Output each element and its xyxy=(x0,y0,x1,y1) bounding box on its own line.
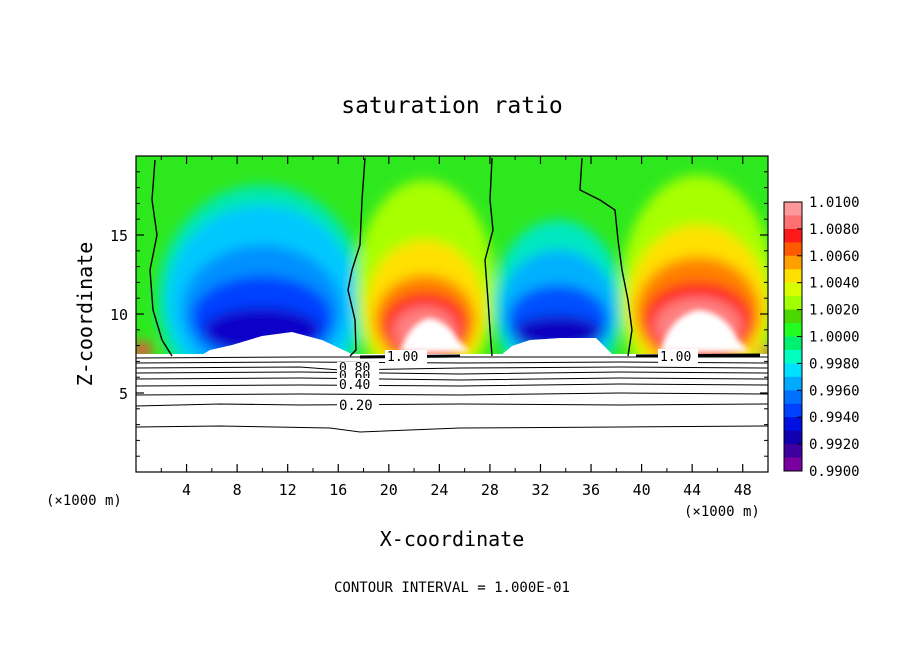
y-tick-label: 15 xyxy=(110,227,128,245)
contour-unity-lines xyxy=(149,157,633,357)
x-tick-label: 8 xyxy=(233,481,242,499)
contour-label: 0.40 xyxy=(339,378,370,393)
colorbar-label: 1.0060 xyxy=(809,249,860,265)
colorbar-label: 1.0020 xyxy=(809,303,860,319)
colorbar-segment xyxy=(784,215,802,230)
contour-label-bg xyxy=(385,350,427,364)
contour-line xyxy=(484,157,494,357)
colorbar-label: 0.9980 xyxy=(809,356,860,372)
colorbar-segment xyxy=(784,282,802,297)
x-tick-label: 4 xyxy=(182,481,191,499)
x-axis-label: X-coordinate xyxy=(380,527,525,551)
y-axis: 5 10 15 xyxy=(110,171,768,457)
contour-labels: 1.00 1.00 0.80 0.60 0.40 0.20 xyxy=(337,349,698,414)
contour-label-bg xyxy=(337,378,379,391)
x-tick-label: 40 xyxy=(633,481,651,499)
colorbar-segment xyxy=(784,336,802,351)
x-tick-label: 12 xyxy=(279,481,297,499)
colorbar-segment xyxy=(784,390,802,405)
colorbar-label: 0.9940 xyxy=(809,410,860,426)
colorbar-segment xyxy=(784,255,802,270)
colorbar-label: 1.0000 xyxy=(809,330,860,346)
colorbar-label: 1.0080 xyxy=(809,222,860,238)
y-axis-label: Z-coordinate xyxy=(73,242,97,387)
contour-line xyxy=(149,159,173,357)
cloud-core xyxy=(660,310,750,352)
contour-line xyxy=(136,371,768,375)
x-tick-label: 28 xyxy=(481,481,499,499)
x-tick-label: 44 xyxy=(683,481,701,499)
colorbar-segment xyxy=(784,444,802,459)
cloud-cores xyxy=(400,310,750,352)
x-tick-label: 24 xyxy=(430,481,448,499)
colorbar-label: 1.0040 xyxy=(809,276,860,292)
chart-title: saturation ratio xyxy=(341,93,563,119)
contour-line xyxy=(347,157,366,357)
x-tick-label: 32 xyxy=(531,481,549,499)
colorbar-segment xyxy=(784,269,802,284)
contour-line xyxy=(136,392,768,396)
x-axis: 4 8 12 16 20 24 28 32 36 40 44 48 xyxy=(160,156,752,499)
colorbar-segment xyxy=(784,242,802,257)
contour-label-bg xyxy=(658,349,698,363)
colorbar-label: 1.0100 xyxy=(809,195,860,211)
contour-line xyxy=(579,157,633,357)
colorbar-segment xyxy=(784,363,802,378)
x-unit-label-left: (×1000 m) xyxy=(46,493,122,509)
contour-line xyxy=(136,366,768,371)
contour-line xyxy=(136,383,768,387)
colorbar-segment xyxy=(784,296,802,311)
x-tick-label: 48 xyxy=(734,481,752,499)
contour-line xyxy=(136,377,768,381)
colorbar-segment xyxy=(784,323,802,337)
colorbar-segment xyxy=(784,403,802,418)
y-tick-label: 5 xyxy=(119,385,128,403)
x-tick-label: 16 xyxy=(329,481,347,499)
contour-interval-note: CONTOUR INTERVAL = 1.000E-01 xyxy=(334,580,570,596)
x-tick-label: 20 xyxy=(380,481,398,499)
colorbar-label: 0.9900 xyxy=(809,464,860,480)
x-unit-label-right: (×1000 m) xyxy=(684,504,760,520)
x-tick-label: 36 xyxy=(582,481,600,499)
contour-line xyxy=(136,425,768,433)
colorbar-label: 0.9920 xyxy=(809,437,860,453)
colorbar: 1.0100 1.0080 1.0060 1.0040 1.0020 1.0000 0.99… xyxy=(783,195,860,480)
contour-label: 0.20 xyxy=(339,398,373,414)
contour-line xyxy=(136,403,768,407)
cloud-core xyxy=(400,318,470,352)
colorbar-segment xyxy=(784,430,802,445)
contour-label: 1.00 xyxy=(387,350,418,365)
colorbar-segment xyxy=(784,309,802,324)
contour-label-bg xyxy=(337,398,379,412)
colorbar-segment xyxy=(784,349,802,364)
y-tick-label: 10 xyxy=(110,306,128,324)
contour-label: 1.00 xyxy=(660,350,691,365)
colorbar-segment xyxy=(784,417,802,432)
colorbar-segment xyxy=(784,457,802,472)
colorbar-segment xyxy=(784,228,802,243)
colorbar-segment xyxy=(784,202,802,216)
plot-area: 1.00 1.00 0.80 0.60 0.40 0.20 xyxy=(136,156,768,472)
colorbar-label: 0.9960 xyxy=(809,383,860,399)
colorbar-segment xyxy=(784,376,802,391)
